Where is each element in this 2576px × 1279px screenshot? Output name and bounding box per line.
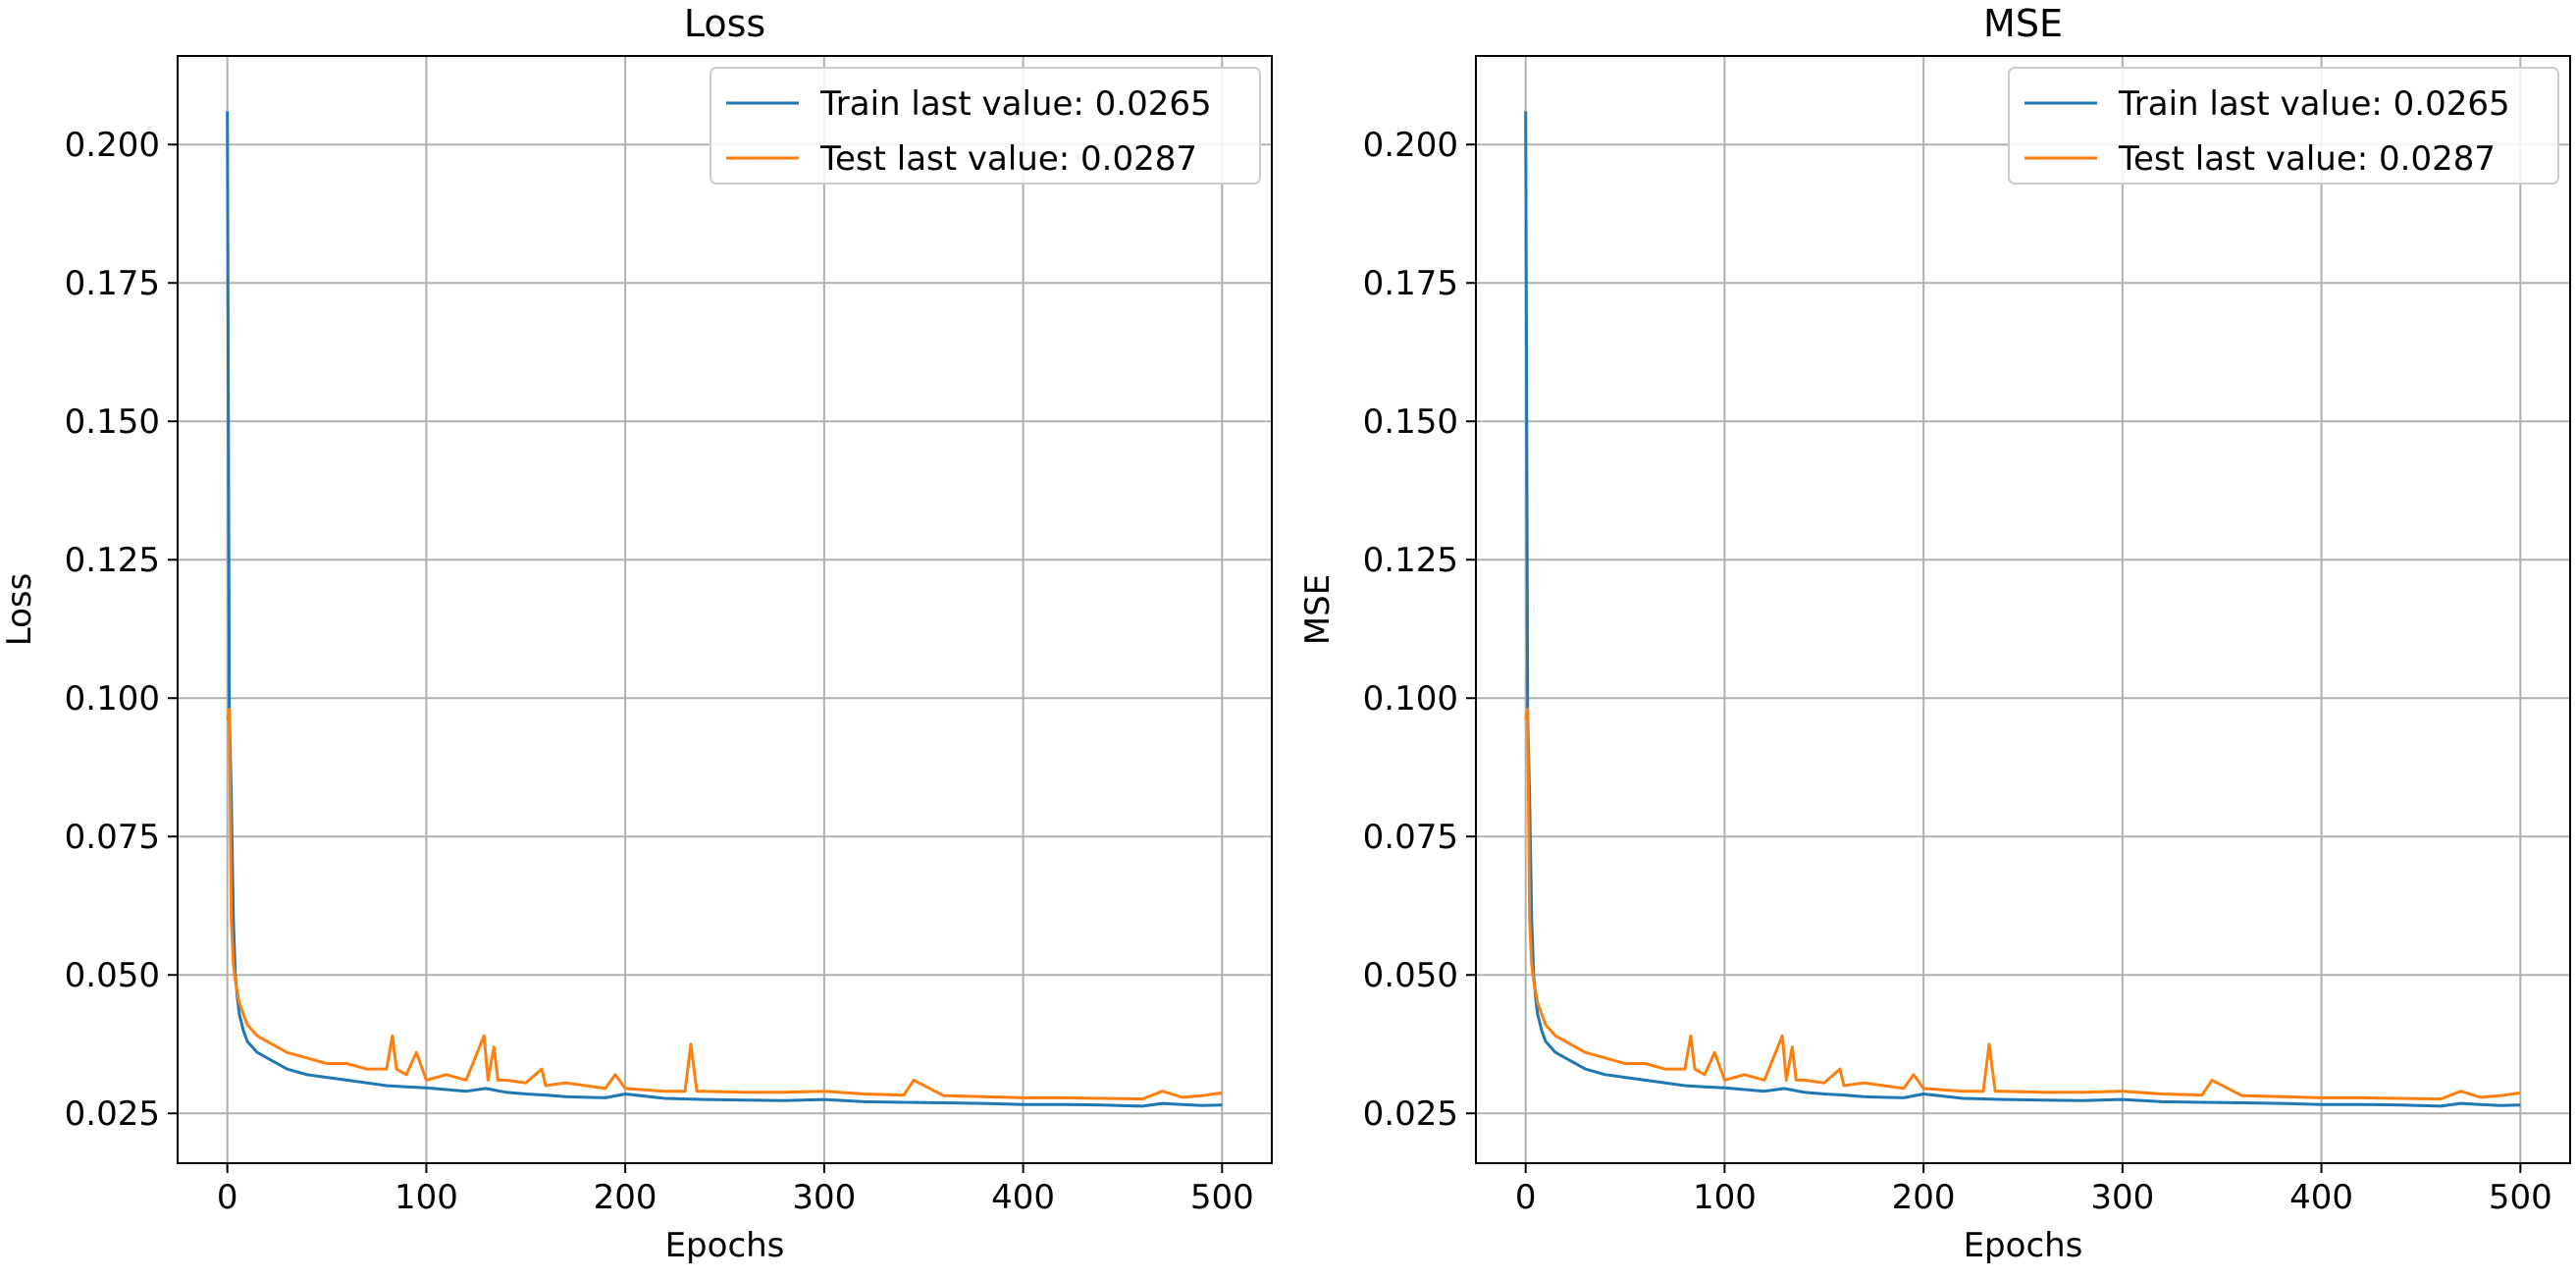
mse-y-tick-label: 0.025: [1363, 1094, 1458, 1134]
mse-y-ticks: 0.025 0.050 0.075 0.100 0.125 0.150 0.175 0.200: [1363, 126, 1476, 1134]
mse-x-axis-label: Epochs: [1964, 1226, 2083, 1265]
loss-series-lines: [226, 111, 1223, 1108]
loss-x-tick-label: 200: [594, 1178, 657, 1217]
mse-chart-title: MSE: [1983, 2, 2063, 45]
mse-y-tick-label: 0.075: [1363, 818, 1458, 857]
loss-legend-box: [710, 67, 1261, 185]
loss-series-line-train: [226, 111, 1223, 1108]
loss-x-tick-label: 100: [394, 1178, 458, 1217]
loss-y-tick-label: 0.125: [65, 541, 160, 580]
loss-x-tick-label: 300: [792, 1178, 856, 1217]
mse-x-tick-label: 300: [2090, 1178, 2154, 1217]
loss-legend-test-label: Test last value: 0.0287: [819, 139, 1197, 179]
loss-y-tick-label: 0.050: [65, 956, 160, 995]
mse-series-line-train: [1524, 111, 2521, 1108]
mse-legend-box: [2008, 67, 2559, 185]
mse-y-tick-label: 0.175: [1363, 264, 1458, 303]
loss-x-axis-label: Epochs: [665, 1226, 785, 1265]
loss-subplot: 0 100 200 300 400 500 0.025 0.050 0.075 0.100 0.1…: [0, 2, 1273, 1265]
loss-y-tick-label: 0.200: [65, 126, 160, 165]
loss-x-tick-label: 500: [1190, 1178, 1254, 1217]
mse-legend-test-label: Test last value: 0.0287: [2118, 139, 2496, 179]
loss-y-axis-label: Loss: [0, 573, 39, 647]
mse-y-tick-label: 0.100: [1363, 679, 1458, 719]
loss-legend-train-label: Train last value: 0.0265: [819, 84, 1212, 124]
loss-y-tick-label: 0.075: [65, 818, 160, 857]
mse-series-line-test: [1524, 708, 2521, 1101]
mse-x-tick-label: 100: [1693, 1178, 1757, 1217]
mse-grid: [1476, 56, 2570, 1163]
mse-legend-train-label: Train last value: 0.0265: [2118, 84, 2510, 124]
loss-x-ticks: 0 100 200 300 400 500: [217, 1163, 1254, 1217]
mse-x-tick-label: 200: [1892, 1178, 1956, 1217]
mse-x-tick-label: 400: [2289, 1178, 2353, 1217]
loss-axes-frame: [177, 55, 1273, 1164]
loss-y-tick-label: 0.100: [65, 679, 160, 719]
loss-y-tick-label: 0.175: [65, 264, 160, 303]
loss-x-tick-label: 400: [991, 1178, 1055, 1217]
loss-y-ticks: 0.025 0.050 0.075 0.100 0.125 0.150 0.175 0.200: [65, 126, 178, 1134]
loss-y-tick-label: 0.025: [65, 1094, 160, 1134]
mse-y-tick-label: 0.150: [1363, 402, 1458, 442]
mse-y-tick-label: 0.125: [1363, 541, 1458, 580]
mse-series-lines: [1524, 111, 2521, 1108]
mse-legend: Train last value: 0.0265 Test last value…: [2008, 67, 2559, 185]
loss-chart-title: Loss: [684, 2, 765, 45]
loss-series-line-test: [226, 708, 1223, 1101]
mse-y-axis-label: MSE: [1298, 574, 1338, 645]
mse-x-ticks: 0 100 200 300 400 500: [1515, 1163, 2552, 1217]
mse-y-tick-label: 0.200: [1363, 126, 1458, 165]
loss-x-tick-label: 0: [217, 1178, 238, 1217]
mse-axes-frame: [1475, 55, 2571, 1164]
loss-y-tick-label: 0.150: [65, 402, 160, 442]
loss-grid: [178, 56, 1272, 1163]
mse-x-tick-label: 0: [1515, 1178, 1537, 1217]
mse-subplot: 0 100 200 300 400 500 0.025 0.050 0.075 0.100 0.1…: [1298, 2, 2571, 1265]
mse-y-tick-label: 0.050: [1363, 956, 1458, 995]
loss-legend: Train last value: 0.0265 Test last value…: [710, 67, 1261, 185]
mse-x-tick-label: 500: [2489, 1178, 2552, 1217]
